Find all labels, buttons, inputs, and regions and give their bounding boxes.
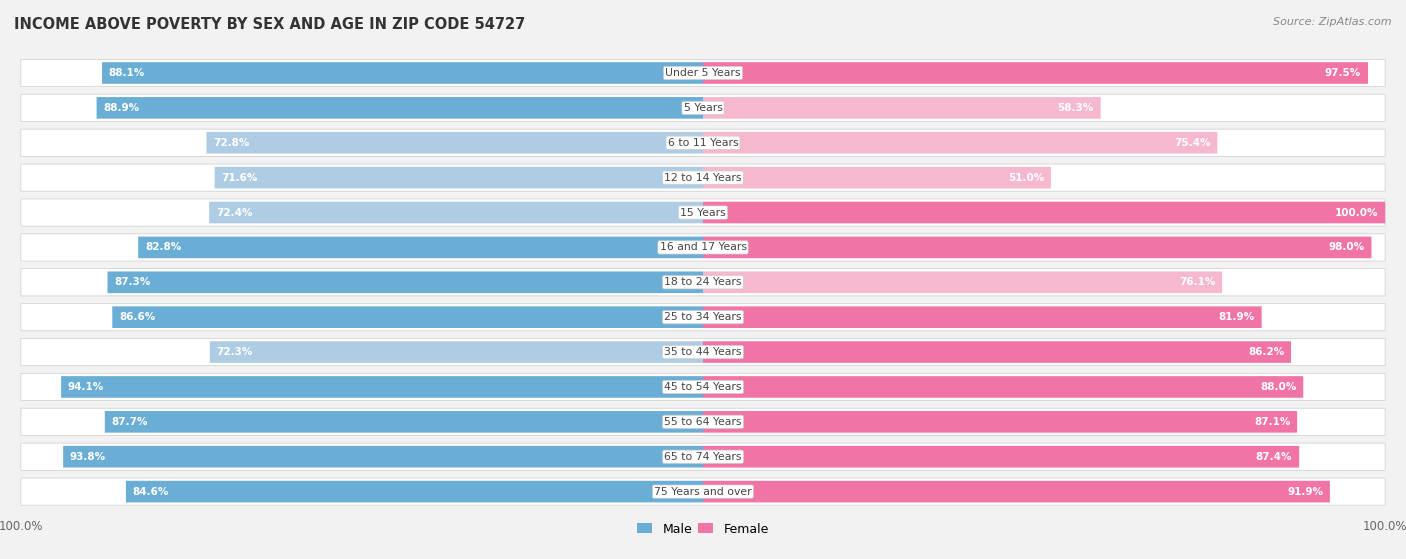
Text: 72.3%: 72.3% [217,347,253,357]
FancyBboxPatch shape [703,376,1303,398]
Text: 88.9%: 88.9% [104,103,139,113]
FancyBboxPatch shape [105,411,703,433]
Text: 16 and 17 Years: 16 and 17 Years [659,243,747,253]
FancyBboxPatch shape [112,306,703,328]
Text: 87.4%: 87.4% [1256,452,1292,462]
FancyBboxPatch shape [209,341,703,363]
Text: 82.8%: 82.8% [145,243,181,253]
Text: 97.5%: 97.5% [1324,68,1361,78]
Text: 72.4%: 72.4% [217,207,253,217]
FancyBboxPatch shape [21,408,1385,435]
Text: 86.6%: 86.6% [120,312,155,322]
FancyBboxPatch shape [107,272,703,293]
FancyBboxPatch shape [21,338,1385,366]
FancyBboxPatch shape [703,481,1330,503]
FancyBboxPatch shape [21,94,1385,121]
Text: 58.3%: 58.3% [1057,103,1094,113]
Text: 76.1%: 76.1% [1178,277,1215,287]
Text: 87.7%: 87.7% [111,417,148,427]
FancyBboxPatch shape [21,199,1385,226]
Text: 87.3%: 87.3% [114,277,150,287]
Text: 84.6%: 84.6% [132,486,169,496]
FancyBboxPatch shape [703,341,1291,363]
Legend: Male, Female: Male, Female [633,518,773,541]
FancyBboxPatch shape [703,446,1299,467]
Text: Source: ZipAtlas.com: Source: ZipAtlas.com [1274,17,1392,27]
Text: 15 Years: 15 Years [681,207,725,217]
FancyBboxPatch shape [703,411,1298,433]
Text: 5 Years: 5 Years [683,103,723,113]
Text: 87.1%: 87.1% [1254,417,1291,427]
Text: 88.1%: 88.1% [108,68,145,78]
Text: 100.0%: 100.0% [1334,207,1378,217]
FancyBboxPatch shape [207,132,703,154]
FancyBboxPatch shape [127,481,703,503]
FancyBboxPatch shape [60,376,703,398]
Text: 35 to 44 Years: 35 to 44 Years [664,347,742,357]
Text: 72.8%: 72.8% [214,138,250,148]
FancyBboxPatch shape [138,236,703,258]
Text: INCOME ABOVE POVERTY BY SEX AND AGE IN ZIP CODE 54727: INCOME ABOVE POVERTY BY SEX AND AGE IN Z… [14,17,526,32]
FancyBboxPatch shape [215,167,703,188]
Text: 98.0%: 98.0% [1329,243,1365,253]
Text: 71.6%: 71.6% [221,173,257,183]
Text: 25 to 34 Years: 25 to 34 Years [664,312,742,322]
Text: 93.8%: 93.8% [70,452,105,462]
Text: 51.0%: 51.0% [1008,173,1045,183]
Text: 75.4%: 75.4% [1174,138,1211,148]
FancyBboxPatch shape [703,202,1385,224]
FancyBboxPatch shape [21,304,1385,331]
FancyBboxPatch shape [21,59,1385,87]
Text: 75 Years and over: 75 Years and over [654,486,752,496]
FancyBboxPatch shape [21,129,1385,157]
FancyBboxPatch shape [21,478,1385,505]
FancyBboxPatch shape [63,446,703,467]
FancyBboxPatch shape [703,236,1371,258]
Text: 94.1%: 94.1% [67,382,104,392]
Text: 18 to 24 Years: 18 to 24 Years [664,277,742,287]
FancyBboxPatch shape [209,202,703,224]
FancyBboxPatch shape [703,167,1050,188]
Text: 55 to 64 Years: 55 to 64 Years [664,417,742,427]
FancyBboxPatch shape [703,62,1368,84]
FancyBboxPatch shape [21,164,1385,191]
FancyBboxPatch shape [703,306,1261,328]
Text: 65 to 74 Years: 65 to 74 Years [664,452,742,462]
FancyBboxPatch shape [703,97,1101,119]
FancyBboxPatch shape [703,132,1218,154]
FancyBboxPatch shape [21,443,1385,470]
Text: 91.9%: 91.9% [1286,486,1323,496]
FancyBboxPatch shape [703,272,1222,293]
Text: Under 5 Years: Under 5 Years [665,68,741,78]
Text: 45 to 54 Years: 45 to 54 Years [664,382,742,392]
FancyBboxPatch shape [21,269,1385,296]
Text: 12 to 14 Years: 12 to 14 Years [664,173,742,183]
FancyBboxPatch shape [97,97,703,119]
Text: 88.0%: 88.0% [1260,382,1296,392]
Text: 81.9%: 81.9% [1219,312,1254,322]
Text: 86.2%: 86.2% [1249,347,1284,357]
FancyBboxPatch shape [103,62,703,84]
FancyBboxPatch shape [21,373,1385,401]
FancyBboxPatch shape [21,234,1385,261]
Text: 6 to 11 Years: 6 to 11 Years [668,138,738,148]
